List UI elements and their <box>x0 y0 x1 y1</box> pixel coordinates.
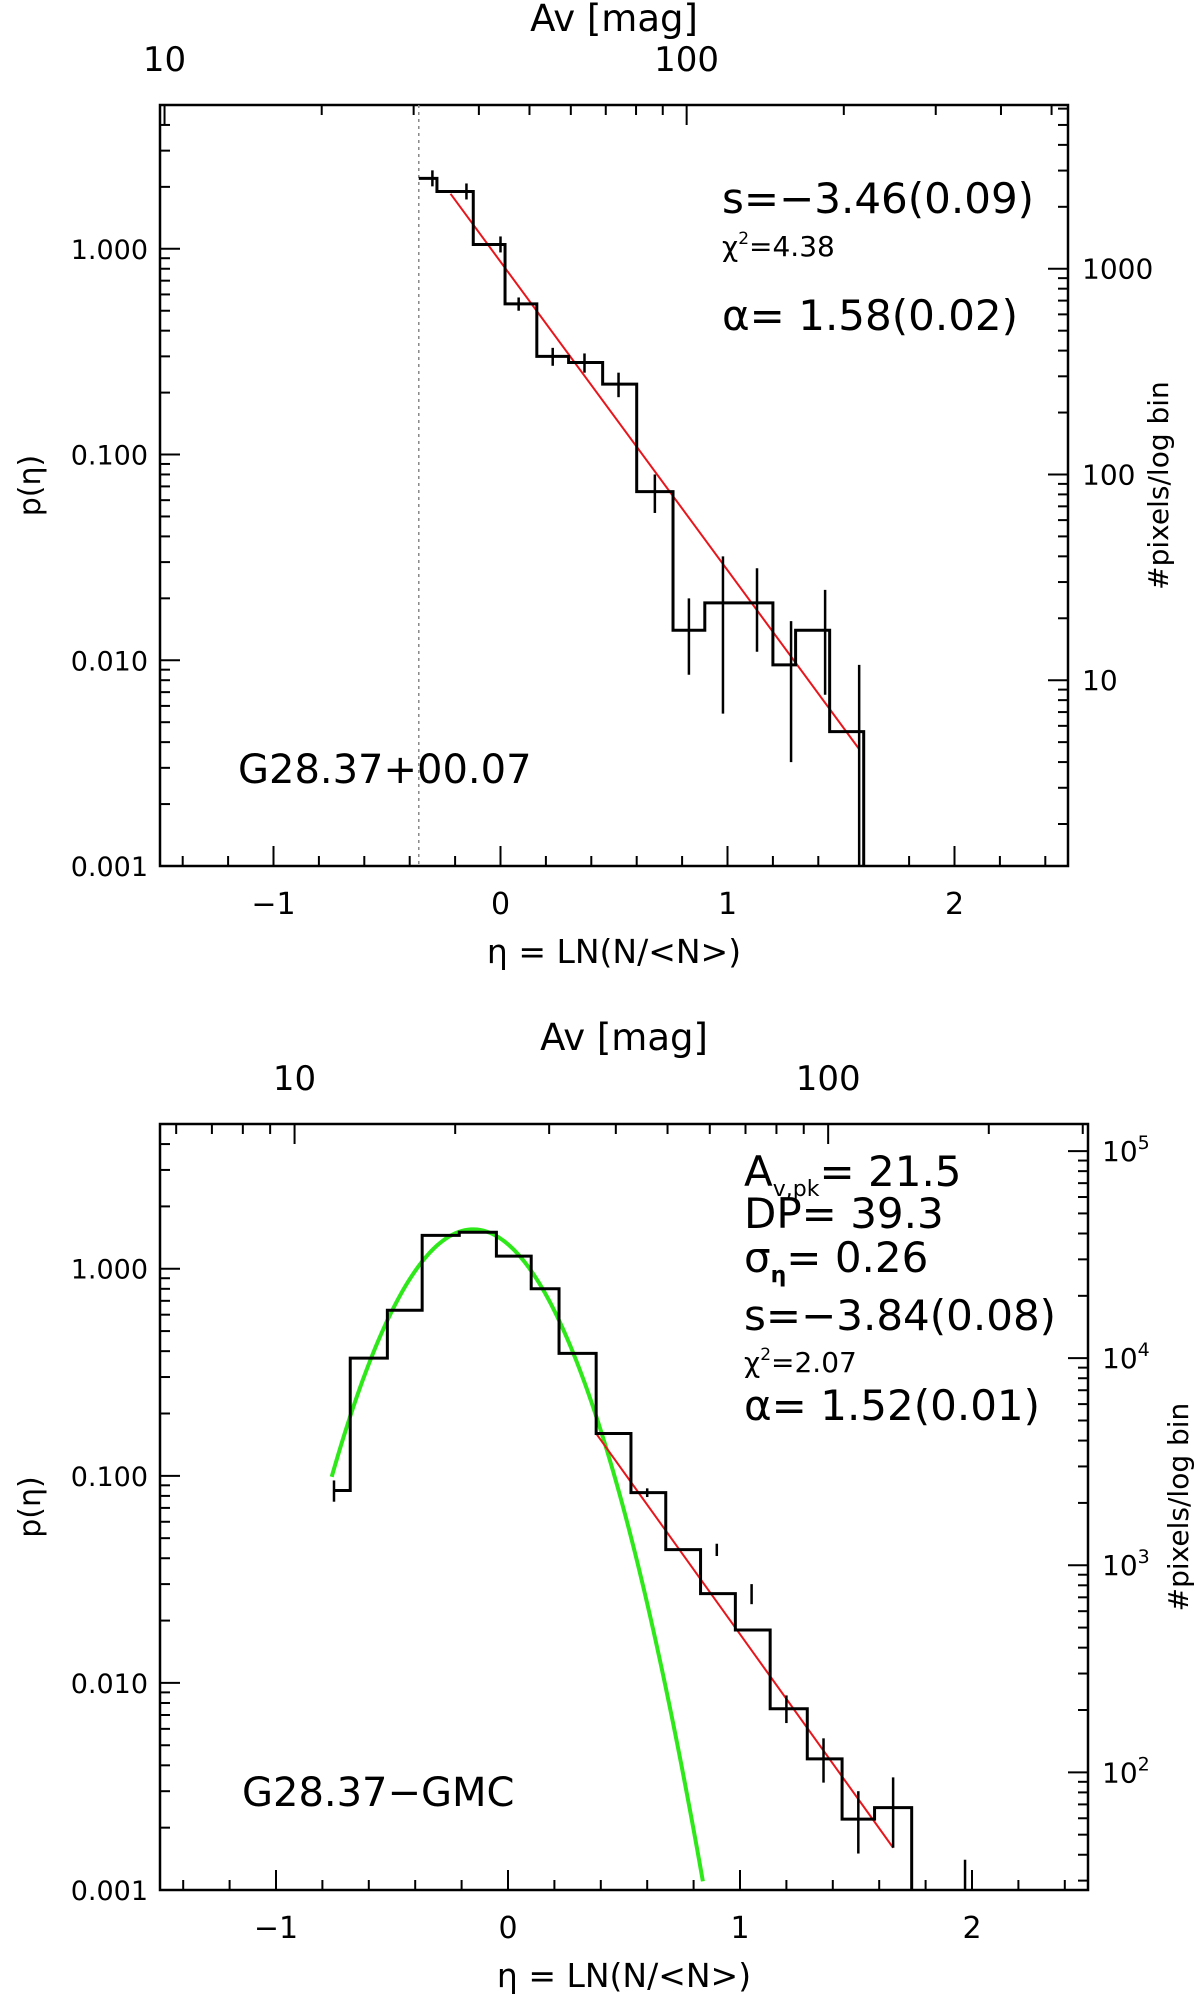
slope-annotation: s=−3.46(0.09) <box>722 174 1034 223</box>
y-tick-label: 0.001 <box>71 852 148 883</box>
x-tick-label: 0 <box>491 887 510 922</box>
power-law-fit-line <box>595 1432 894 1849</box>
power-law-fit-line <box>449 193 860 750</box>
x-tick-label: −1 <box>251 887 295 922</box>
y-axis-label: p(η) <box>13 455 48 516</box>
x-tick-label: 1 <box>718 887 737 922</box>
y-axis-label: p(η) <box>13 1476 48 1537</box>
y-tick-label: 0.010 <box>71 1669 148 1700</box>
right-axis-label: #pixels/log bin <box>1142 381 1175 590</box>
right-tick-label: 102 <box>1102 1753 1150 1789</box>
y-tick-label: 1.000 <box>71 235 148 266</box>
slope-annotation: s=−3.84(0.08) <box>744 1291 1056 1340</box>
chi2-annotation: χ2=2.07 <box>744 1345 857 1379</box>
right-tick-label: 103 <box>1102 1546 1150 1582</box>
dp-annotation: DP= 39.3 <box>744 1189 944 1238</box>
y-tick-label: 0.100 <box>71 1462 148 1493</box>
right-tick-label: 104 <box>1102 1339 1150 1375</box>
region-name-label: G28.37+00.07 <box>238 747 532 793</box>
y-tick-label: 0.001 <box>71 1876 148 1907</box>
lognormal-fit-curve <box>329 1227 705 1882</box>
top-tick-label: 100 <box>796 1059 861 1099</box>
y-tick-label: 0.100 <box>71 441 148 472</box>
top-axis-label: Av [mag] <box>530 0 698 40</box>
x-tick-label: 2 <box>962 1911 981 1946</box>
x-tick-label: 1 <box>730 1911 749 1946</box>
x-tick-label: −1 <box>254 1911 298 1946</box>
x-axis-label: η = LN(N/<N>) <box>487 932 741 971</box>
region-name-label: G28.37−GMC <box>242 1770 514 1816</box>
right-tick-label: 1000 <box>1082 253 1153 286</box>
histogram-steps <box>418 176 866 866</box>
av-pk-annotation: Av,pk= 21.5 <box>744 1147 962 1202</box>
top-tick-label: 10 <box>143 40 186 80</box>
chart-panel-2: −1 0 1 2 η = LN(N/<N>) 1.000 0.100 0.010 0.001 p(… <box>13 1016 1195 1995</box>
right-tick-label: 100 <box>1082 458 1135 491</box>
top-axis-label: Av [mag] <box>540 1016 708 1059</box>
histogram-steps <box>334 1230 914 1890</box>
top-tick-label: 100 <box>654 40 719 80</box>
y-tick-label: 0.010 <box>71 646 148 677</box>
right-tick-label: 105 <box>1102 1132 1150 1168</box>
chi2-annotation: χ2=4.38 <box>722 229 835 263</box>
y-tick-label: 1.000 <box>71 1255 148 1286</box>
x-tick-label: 0 <box>498 1911 517 1946</box>
chart-panel-1: −1 0 1 2 η = LN(N/<N>) 1.000 0.100 0.010 0.001 p(… <box>13 0 1175 971</box>
alpha-annotation: α= 1.58(0.02) <box>722 291 1018 340</box>
x-tick-label: 2 <box>945 887 964 922</box>
right-tick-label: 10 <box>1082 664 1118 697</box>
sigma-annotation: ση= 0.26 <box>744 1233 928 1288</box>
x-axis-label: η = LN(N/<N>) <box>497 1956 751 1995</box>
top-tick-label: 10 <box>273 1059 316 1099</box>
right-axis-label: #pixels/log bin <box>1162 1403 1195 1612</box>
alpha-annotation: α= 1.52(0.01) <box>744 1381 1040 1430</box>
